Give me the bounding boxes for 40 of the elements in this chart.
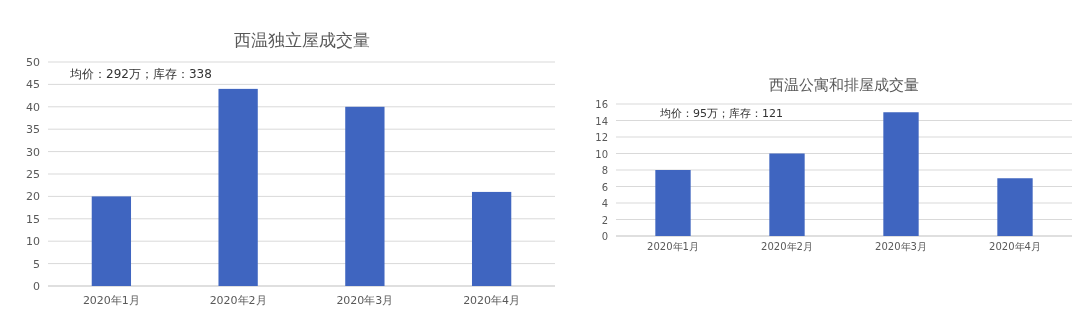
y-tick-label: 16 (595, 99, 608, 110)
y-tick-label: 25 (26, 168, 40, 181)
annotation: 均价：95万；库存：121 (659, 107, 783, 120)
bar (997, 178, 1033, 236)
bar (655, 170, 691, 236)
bar (91, 196, 132, 286)
y-tick-label: 0 (601, 231, 608, 242)
y-tick-label: 35 (26, 123, 40, 137)
y-tick-label: 8 (601, 165, 608, 176)
chart-title: 西温公寓和排屋成交量 (769, 76, 919, 94)
x-tick-label: 2020年1月 (82, 294, 140, 307)
bar (345, 106, 385, 286)
y-tick-label: 4 (601, 198, 608, 209)
bar (883, 112, 919, 236)
bar (769, 153, 805, 236)
annotation: 均价：292万；库存：338 (69, 67, 212, 81)
y-tick-label: 10 (26, 235, 40, 249)
bar (218, 88, 258, 286)
y-tick-label: 45 (26, 78, 40, 92)
y-tick-label: 6 (601, 181, 608, 193)
y-tick-label: 20 (26, 190, 40, 204)
bar (471, 191, 512, 286)
y-tick-label: 2 (601, 214, 608, 226)
x-tick-label: 2020年4月 (463, 294, 521, 307)
y-tick-label: 12 (595, 132, 608, 143)
y-tick-label: 40 (26, 100, 40, 114)
y-tick-label: 5 (33, 257, 40, 271)
x-tick-label: 2020年1月 (647, 241, 699, 252)
x-tick-label: 2020年4月 (989, 241, 1041, 252)
y-tick-label: 0 (33, 280, 40, 293)
y-tick-label: 15 (26, 212, 40, 226)
y-tick-label: 50 (26, 56, 40, 69)
y-tick-label: 30 (26, 145, 40, 159)
x-tick-label: 2020年2月 (209, 294, 267, 307)
x-tick-label: 2020年2月 (761, 241, 813, 252)
chart-title: 西温独立屋成交量 (233, 30, 370, 50)
y-tick-label: 14 (595, 115, 608, 127)
y-tick-label: 10 (595, 148, 608, 160)
x-tick-label: 2020年3月 (336, 294, 394, 307)
x-tick-label: 2020年3月 (875, 241, 927, 252)
